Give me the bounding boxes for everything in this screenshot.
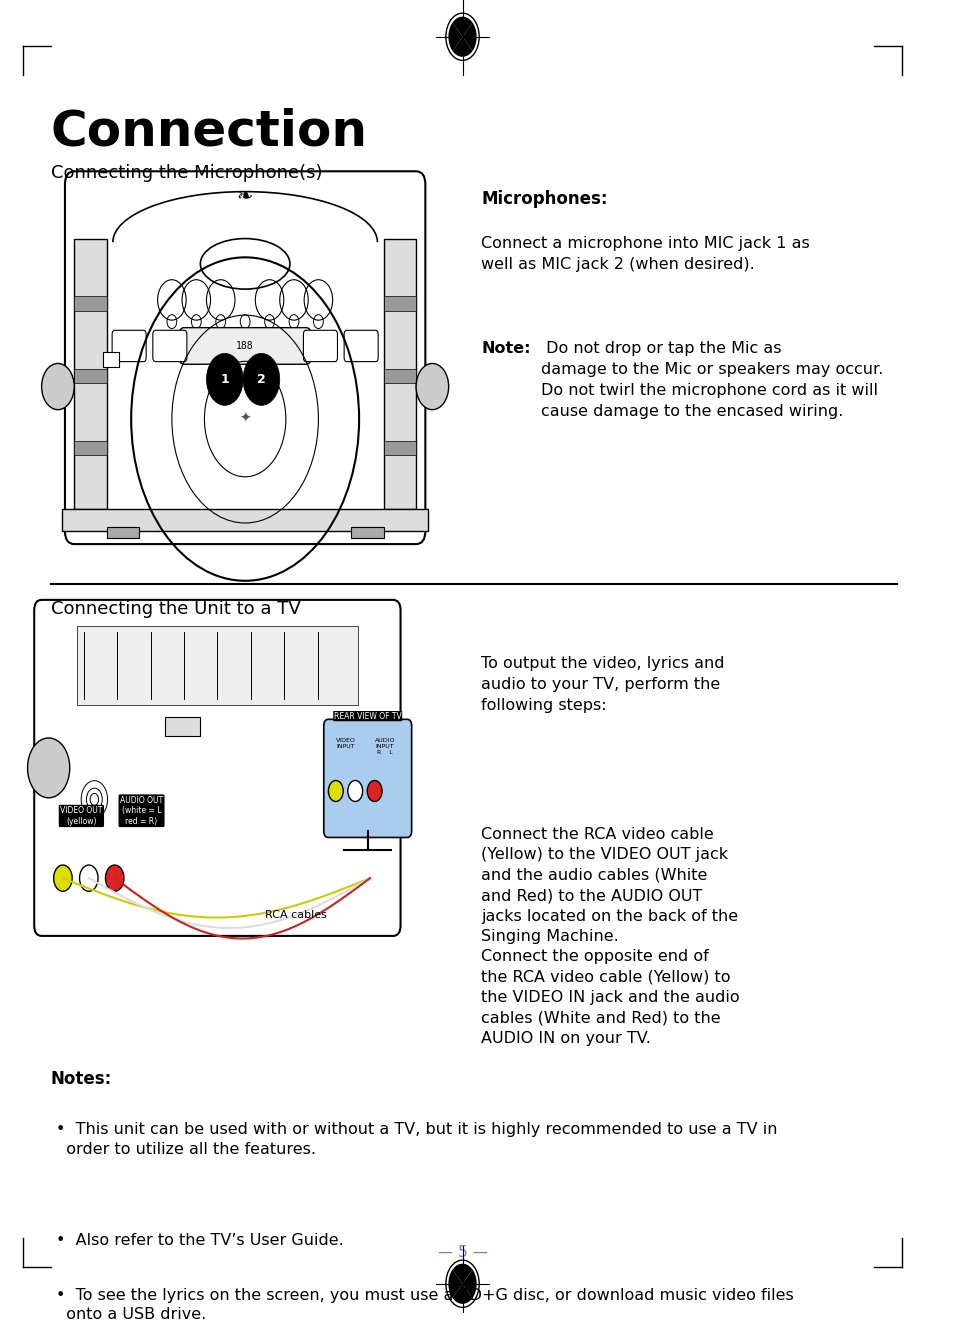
Text: Notes:: Notes: [51, 1070, 112, 1088]
FancyBboxPatch shape [153, 331, 186, 361]
Text: 2: 2 [257, 373, 265, 386]
Text: ✦: ✦ [239, 412, 251, 426]
Bar [351, 527, 383, 538]
Text: Connect a microphone into MIC jack 1 as
well as MIC jack 2 (when desired).: Connect a microphone into MIC jack 1 as … [480, 236, 809, 272]
Text: — 5 —: — 5 — [437, 1244, 487, 1260]
Text: ❧: ❧ [236, 187, 253, 207]
Text: Do not drop or tap the Mic as
damage to the Mic or speakers may occur.
Do not tw: Do not drop or tap the Mic as damage to … [541, 341, 882, 420]
Polygon shape [448, 1270, 462, 1297]
Circle shape [106, 865, 124, 891]
Bar [107, 527, 139, 538]
Bar [74, 369, 107, 382]
Text: AUDIO OUT
(white = L
red = R): AUDIO OUT (white = L red = R) [120, 795, 163, 826]
Bar [383, 296, 416, 311]
FancyBboxPatch shape [65, 171, 425, 544]
Text: REAR VIEW OF TV: REAR VIEW OF TV [333, 712, 401, 721]
FancyBboxPatch shape [303, 331, 337, 361]
Text: Connect the RCA video cable
(Yellow) to the VIDEO OUT jack
and the audio cables : Connect the RCA video cable (Yellow) to … [480, 827, 739, 1046]
Text: 188: 188 [236, 341, 254, 351]
Text: AUDIO
INPUT
R    L: AUDIO INPUT R L [375, 738, 395, 756]
Polygon shape [448, 23, 462, 50]
Bar [77, 625, 357, 705]
Circle shape [207, 353, 243, 405]
Text: Connecting the Unit to a TV: Connecting the Unit to a TV [51, 600, 301, 618]
Bar [74, 296, 107, 311]
Circle shape [243, 353, 280, 405]
FancyBboxPatch shape [112, 331, 146, 361]
Text: VIDEO
INPUT: VIDEO INPUT [335, 738, 356, 749]
Text: •  To see the lyrics on the screen, you must use a CD+G disc, or download music : • To see the lyrics on the screen, you m… [56, 1288, 793, 1323]
Bar [383, 441, 416, 456]
Bar [383, 239, 416, 510]
Text: 1: 1 [220, 373, 229, 386]
Circle shape [41, 364, 74, 409]
Bar [62, 510, 428, 531]
FancyBboxPatch shape [35, 600, 400, 936]
Bar [103, 352, 119, 367]
Bar [383, 369, 416, 382]
Polygon shape [462, 1270, 477, 1297]
Circle shape [348, 781, 362, 802]
Circle shape [328, 781, 343, 802]
Polygon shape [452, 37, 472, 57]
Circle shape [367, 781, 382, 802]
Text: VIDEO OUT
(yellow): VIDEO OUT (yellow) [61, 806, 103, 826]
Text: Connecting the Microphone(s): Connecting the Microphone(s) [51, 165, 322, 182]
Text: Note:: Note: [480, 341, 530, 356]
Polygon shape [452, 17, 472, 37]
Text: •  Also refer to the TV’s User Guide.: • Also refer to the TV’s User Guide. [56, 1232, 343, 1247]
Text: To output the video, lyrics and
audio to your TV, perform the
following steps:: To output the video, lyrics and audio to… [480, 656, 724, 713]
Text: Microphones:: Microphones: [480, 190, 607, 208]
Circle shape [416, 364, 448, 409]
Circle shape [80, 865, 98, 891]
FancyBboxPatch shape [180, 328, 310, 364]
Polygon shape [462, 23, 477, 50]
Bar [74, 441, 107, 456]
Circle shape [54, 865, 72, 891]
Text: RCA cables: RCA cables [265, 910, 327, 920]
Polygon shape [452, 1284, 472, 1304]
Polygon shape [452, 1264, 472, 1284]
FancyBboxPatch shape [344, 331, 378, 361]
FancyBboxPatch shape [324, 720, 411, 838]
Bar [74, 239, 107, 510]
Bar [164, 717, 200, 737]
Text: •  This unit can be used with or without a TV, but it is highly recommended to u: • This unit can be used with or without … [56, 1122, 776, 1157]
Circle shape [28, 738, 70, 798]
Text: Connection: Connection [51, 108, 367, 155]
Ellipse shape [200, 239, 289, 290]
